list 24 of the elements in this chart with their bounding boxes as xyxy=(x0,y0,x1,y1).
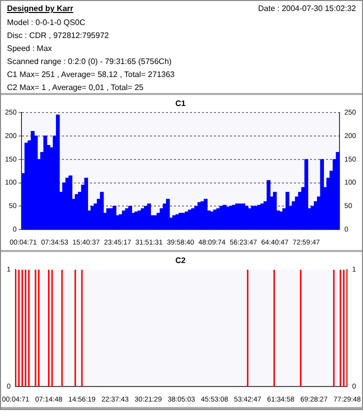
bar xyxy=(182,212,186,230)
bar xyxy=(257,204,262,230)
bar xyxy=(62,182,66,230)
bar xyxy=(279,211,284,230)
bar xyxy=(84,178,88,230)
bar xyxy=(272,192,277,230)
chart-title: C1 xyxy=(175,99,186,108)
text: C2 Max= 1 , Average= 0,01 , Total= 25 xyxy=(7,83,144,92)
text: Designed by Karr xyxy=(7,4,74,13)
text: Disc : CDR , 972812:795972 xyxy=(7,31,110,40)
text: Speed : Max xyxy=(7,44,53,53)
bar xyxy=(100,192,104,230)
bar xyxy=(138,210,142,230)
bar xyxy=(266,180,270,230)
bar xyxy=(147,204,151,230)
chart-title: C2 xyxy=(175,256,186,266)
bar xyxy=(320,159,324,230)
bar xyxy=(166,198,170,230)
text: Model : 0-0-1-0 QS0C xyxy=(7,18,86,27)
bar xyxy=(235,204,240,230)
text: Date : 2004-07-30 15:02:32 xyxy=(258,4,356,13)
bar xyxy=(68,175,72,230)
text: C1 Max= 251 , Average= 58,12 , Total= 271363 xyxy=(7,70,176,79)
text: Scanned range : 0:2:0 (0) - 79:31:65 (5756Ch) xyxy=(7,57,173,66)
